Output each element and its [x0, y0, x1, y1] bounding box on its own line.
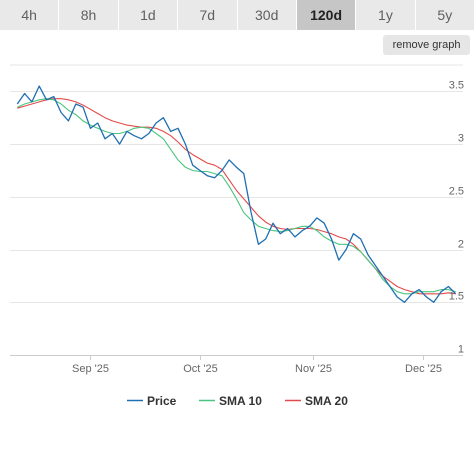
legend-item-sma-10[interactable]: SMA 10 [199, 394, 262, 408]
tab-7d[interactable]: 7d [178, 0, 238, 30]
axes: 1 1.5 2 2.5 3 3.5 Sep '25 Oct '25 Nov '25 Dec '25 [10, 80, 464, 375]
x-tick-label: Oct '25 [183, 363, 218, 375]
x-tick-label: Nov '25 [295, 363, 332, 375]
tab-120d[interactable]: 120d [296, 0, 357, 30]
tab-4h[interactable]: 4h [0, 0, 60, 30]
tab-30d[interactable]: 30d [237, 0, 297, 30]
legend-item-price[interactable]: Price [127, 394, 177, 408]
y-tick-label: 3 [458, 133, 464, 145]
remove-graph-button[interactable]: remove graph [383, 35, 470, 55]
y-tick-label: 2.5 [449, 186, 464, 198]
legend-item-sma-20[interactable]: SMA 20 [285, 394, 348, 408]
y-tick-label: 1 [458, 344, 464, 356]
series-line-sma-10 [17, 98, 456, 295]
series-line-price [16, 85, 457, 303]
tab-1y[interactable]: 1y [356, 0, 416, 30]
y-tick-label: 3.5 [449, 80, 464, 92]
range-tabs: 4h 8h 1d 7d 30d 120d 1y 5y [0, 0, 474, 30]
legend-label: SMA 10 [219, 394, 262, 408]
y-tick-label: 1.5 [449, 291, 464, 303]
tab-5y[interactable]: 5y [415, 0, 474, 30]
series-lines [16, 85, 457, 303]
series-line-sma-20 [17, 98, 456, 295]
tab-8h[interactable]: 8h [59, 0, 119, 30]
price-chart: 1 1.5 2 2.5 3 3.5 Sep '25 Oct '25 Nov '25 Dec '25… [10, 64, 464, 408]
grid-lines [10, 64, 463, 356]
legend: Price SMA 10 SMA 20 [127, 394, 348, 408]
y-tick-label: 2 [458, 239, 464, 251]
x-tick-label: Sep '25 [72, 363, 109, 375]
legend-label: SMA 20 [305, 394, 348, 408]
x-tick-label: Dec '25 [405, 363, 442, 375]
tab-1d[interactable]: 1d [118, 0, 179, 30]
legend-label: Price [147, 394, 177, 408]
